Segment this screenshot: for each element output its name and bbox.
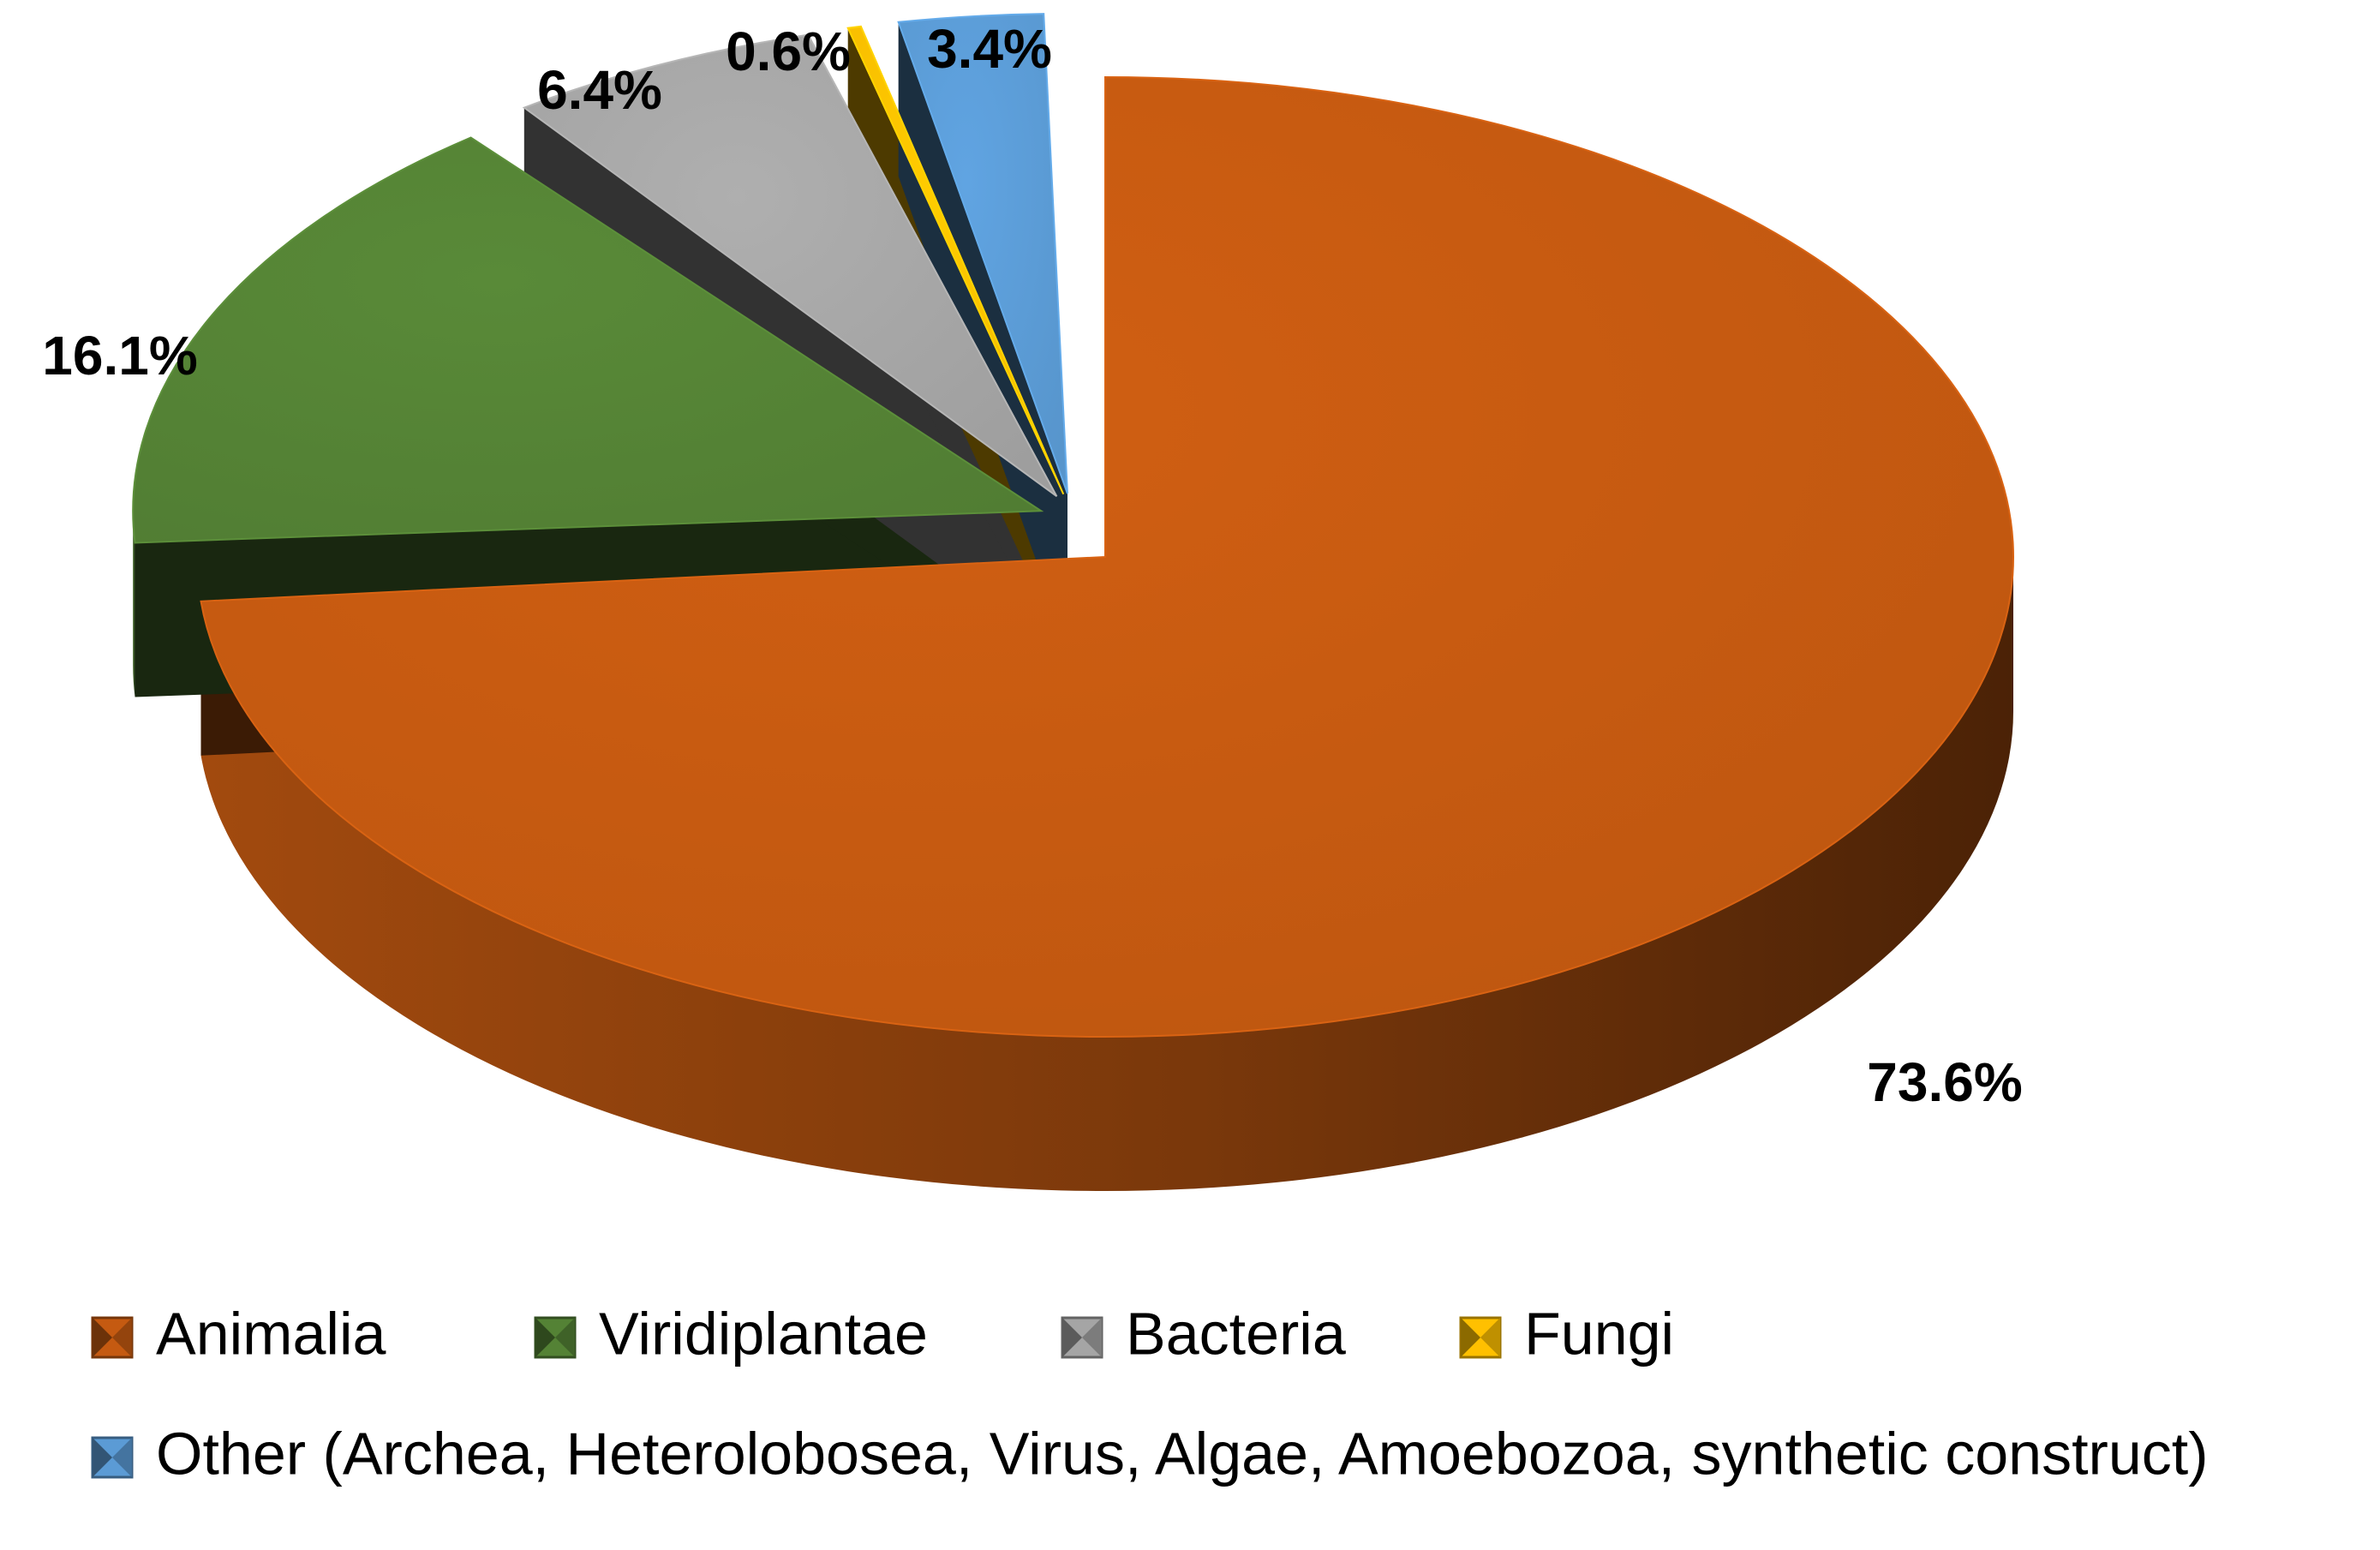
- pie-slice-viridiplantae: [132, 136, 1044, 544]
- data-label: 73.6%: [1867, 1051, 2022, 1113]
- data-label: 16.1%: [42, 325, 197, 386]
- legend-item: Bacteria: [1061, 1300, 1346, 1367]
- legend-item: Viridiplantae: [534, 1300, 928, 1367]
- legend-label: Fungi: [1524, 1300, 1674, 1367]
- data-label: 0.6%: [726, 21, 851, 82]
- legend: Animalia Viridiplantae Bacteria Fungi Other …: [91, 1300, 2209, 1487]
- pie-slice-bacteria: [522, 33, 1058, 498]
- pie-top-layer: [132, 13, 2014, 1038]
- legend-label: Animalia: [156, 1300, 386, 1367]
- data-label: 6.4%: [537, 59, 662, 121]
- legend-label: Other (Archea, Heterolobosea, Virus, Alg…: [156, 1420, 2209, 1487]
- pie-slice-animalia: [200, 75, 2014, 1038]
- legend-item: Fungi: [1459, 1300, 1674, 1367]
- pie-side-wall: [200, 557, 2014, 1192]
- pie-slice-fungi: [846, 25, 1065, 495]
- pie-slice-other: [897, 13, 1068, 494]
- data-label: 3.4%: [927, 18, 1052, 80]
- legend-item: Animalia: [91, 1300, 386, 1367]
- legend-item: Other (Archea, Heterolobosea, Virus, Alg…: [91, 1420, 2209, 1487]
- pie-side-wall: [133, 511, 135, 697]
- data-label-layer: 73.6% 16.1% 6.4% 0.6% 3.4%: [42, 18, 2022, 1113]
- pie-cut-face: [898, 21, 1067, 648]
- legend-label: Bacteria: [1126, 1300, 1346, 1367]
- legend-label: Viridiplantae: [599, 1300, 928, 1367]
